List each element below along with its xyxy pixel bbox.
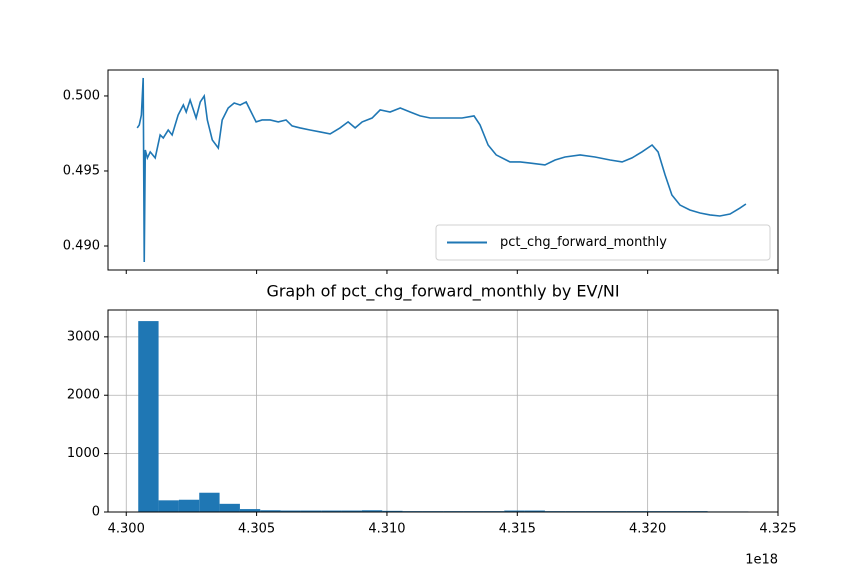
histogram-bar <box>321 510 342 512</box>
x-tick-label: 4.310 <box>368 522 405 537</box>
histogram-bar <box>138 321 159 512</box>
axes-frame <box>107 309 779 513</box>
histogram-bar <box>199 492 220 512</box>
histogram-bar <box>260 510 281 512</box>
y-tick-label: 0.495 <box>63 163 100 178</box>
histogram-bar <box>158 500 179 512</box>
x-tick-label: 4.305 <box>238 522 275 537</box>
histogram-bar <box>219 503 240 512</box>
histogram-bar <box>280 510 301 512</box>
histogram-bar <box>524 510 545 512</box>
y-tick-label: 0.500 <box>63 88 100 103</box>
x-tick-label: 4.325 <box>759 522 796 537</box>
y-tick-label: 1000 <box>67 446 100 461</box>
axes-frame <box>107 69 779 271</box>
y-tick-label: 0 <box>92 505 100 520</box>
y-tick-label: 0.490 <box>63 238 100 253</box>
histogram-bar <box>504 510 525 512</box>
histogram-bar <box>178 499 200 512</box>
x-tick-label: 4.300 <box>108 522 145 537</box>
chart-title: Graph of pct_chg_forward_monthly by EV/N… <box>266 282 619 302</box>
y-tick-label: 2000 <box>67 388 100 403</box>
histogram-bar <box>361 510 383 512</box>
x-tick-label: 4.315 <box>499 522 536 537</box>
legend-box <box>435 224 771 261</box>
histogram-bar <box>239 509 261 512</box>
x-tick-label: 4.320 <box>629 522 666 537</box>
histogram-bar <box>300 510 322 512</box>
histogram-bar <box>341 510 362 512</box>
histogram-bar <box>382 510 403 512</box>
legend-label: pct_chg_forward_monthly <box>500 235 667 250</box>
y-tick-label: 3000 <box>67 329 100 344</box>
x-offset-label: 1e18 <box>745 553 778 568</box>
data-line <box>136 77 747 263</box>
